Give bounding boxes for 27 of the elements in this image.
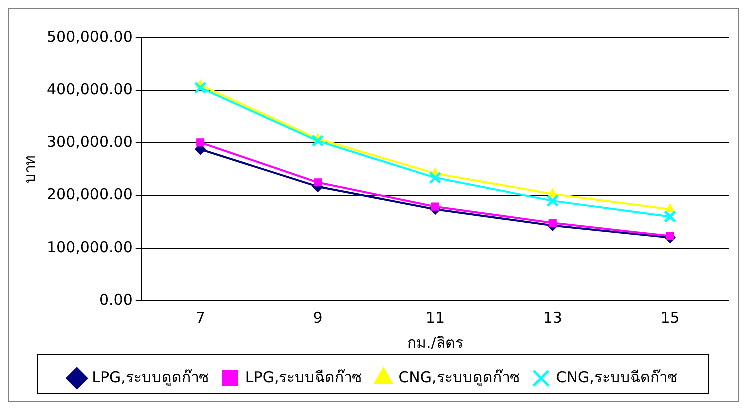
y-tick-label: 0.00 [99,290,133,309]
x-tick-label: 15 [660,308,680,327]
x-tick-label: 9 [313,308,323,327]
point [546,194,560,208]
legend-label: LPG,ระบบฉีดก๊าซ [245,368,362,386]
legend-label: CNG,ระบบดูดก๊าซ [398,368,520,386]
point [314,178,322,187]
x-axis-title: กม./ลิตร [408,334,464,352]
x-tick-label: 13 [543,308,562,327]
point [431,202,440,211]
y-tick-label: 100,000.00 [46,238,133,256]
y-tick-label: 300,000.00 [46,133,133,152]
legend-label: CNG,ระบบฉีดก๊าซ [556,368,678,386]
point [664,210,676,224]
legend-label: LPG,ระบบดูดก๊าซ [92,368,209,386]
point [194,82,207,94]
point [312,134,324,148]
y-tick-label: 500,000.00 [46,28,133,46]
x-tick-label: 7 [196,308,206,327]
x-tick-label: 11 [426,308,445,327]
y-axis-title: บาท [20,156,39,184]
y-tick-label: 400,000.00 [46,80,133,98]
y-tick-label: 200,000.00 [46,186,133,204]
point [429,172,442,184]
point [196,138,205,147]
point [548,219,557,228]
point [665,204,676,212]
